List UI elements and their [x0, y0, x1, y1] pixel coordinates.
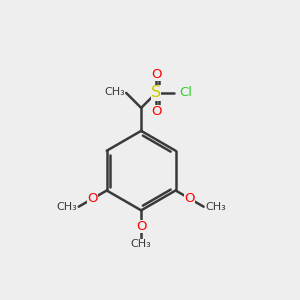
Text: Cl: Cl	[179, 86, 192, 99]
Text: O: O	[151, 68, 161, 81]
Text: CH₃: CH₃	[56, 202, 77, 212]
Text: O: O	[151, 105, 161, 118]
Text: O: O	[136, 220, 146, 233]
Text: CH₃: CH₃	[205, 202, 226, 212]
Text: S: S	[151, 85, 161, 100]
Text: O: O	[184, 192, 195, 205]
Text: O: O	[88, 192, 98, 205]
Text: CH₃: CH₃	[131, 239, 152, 249]
Text: CH₃: CH₃	[104, 87, 125, 97]
